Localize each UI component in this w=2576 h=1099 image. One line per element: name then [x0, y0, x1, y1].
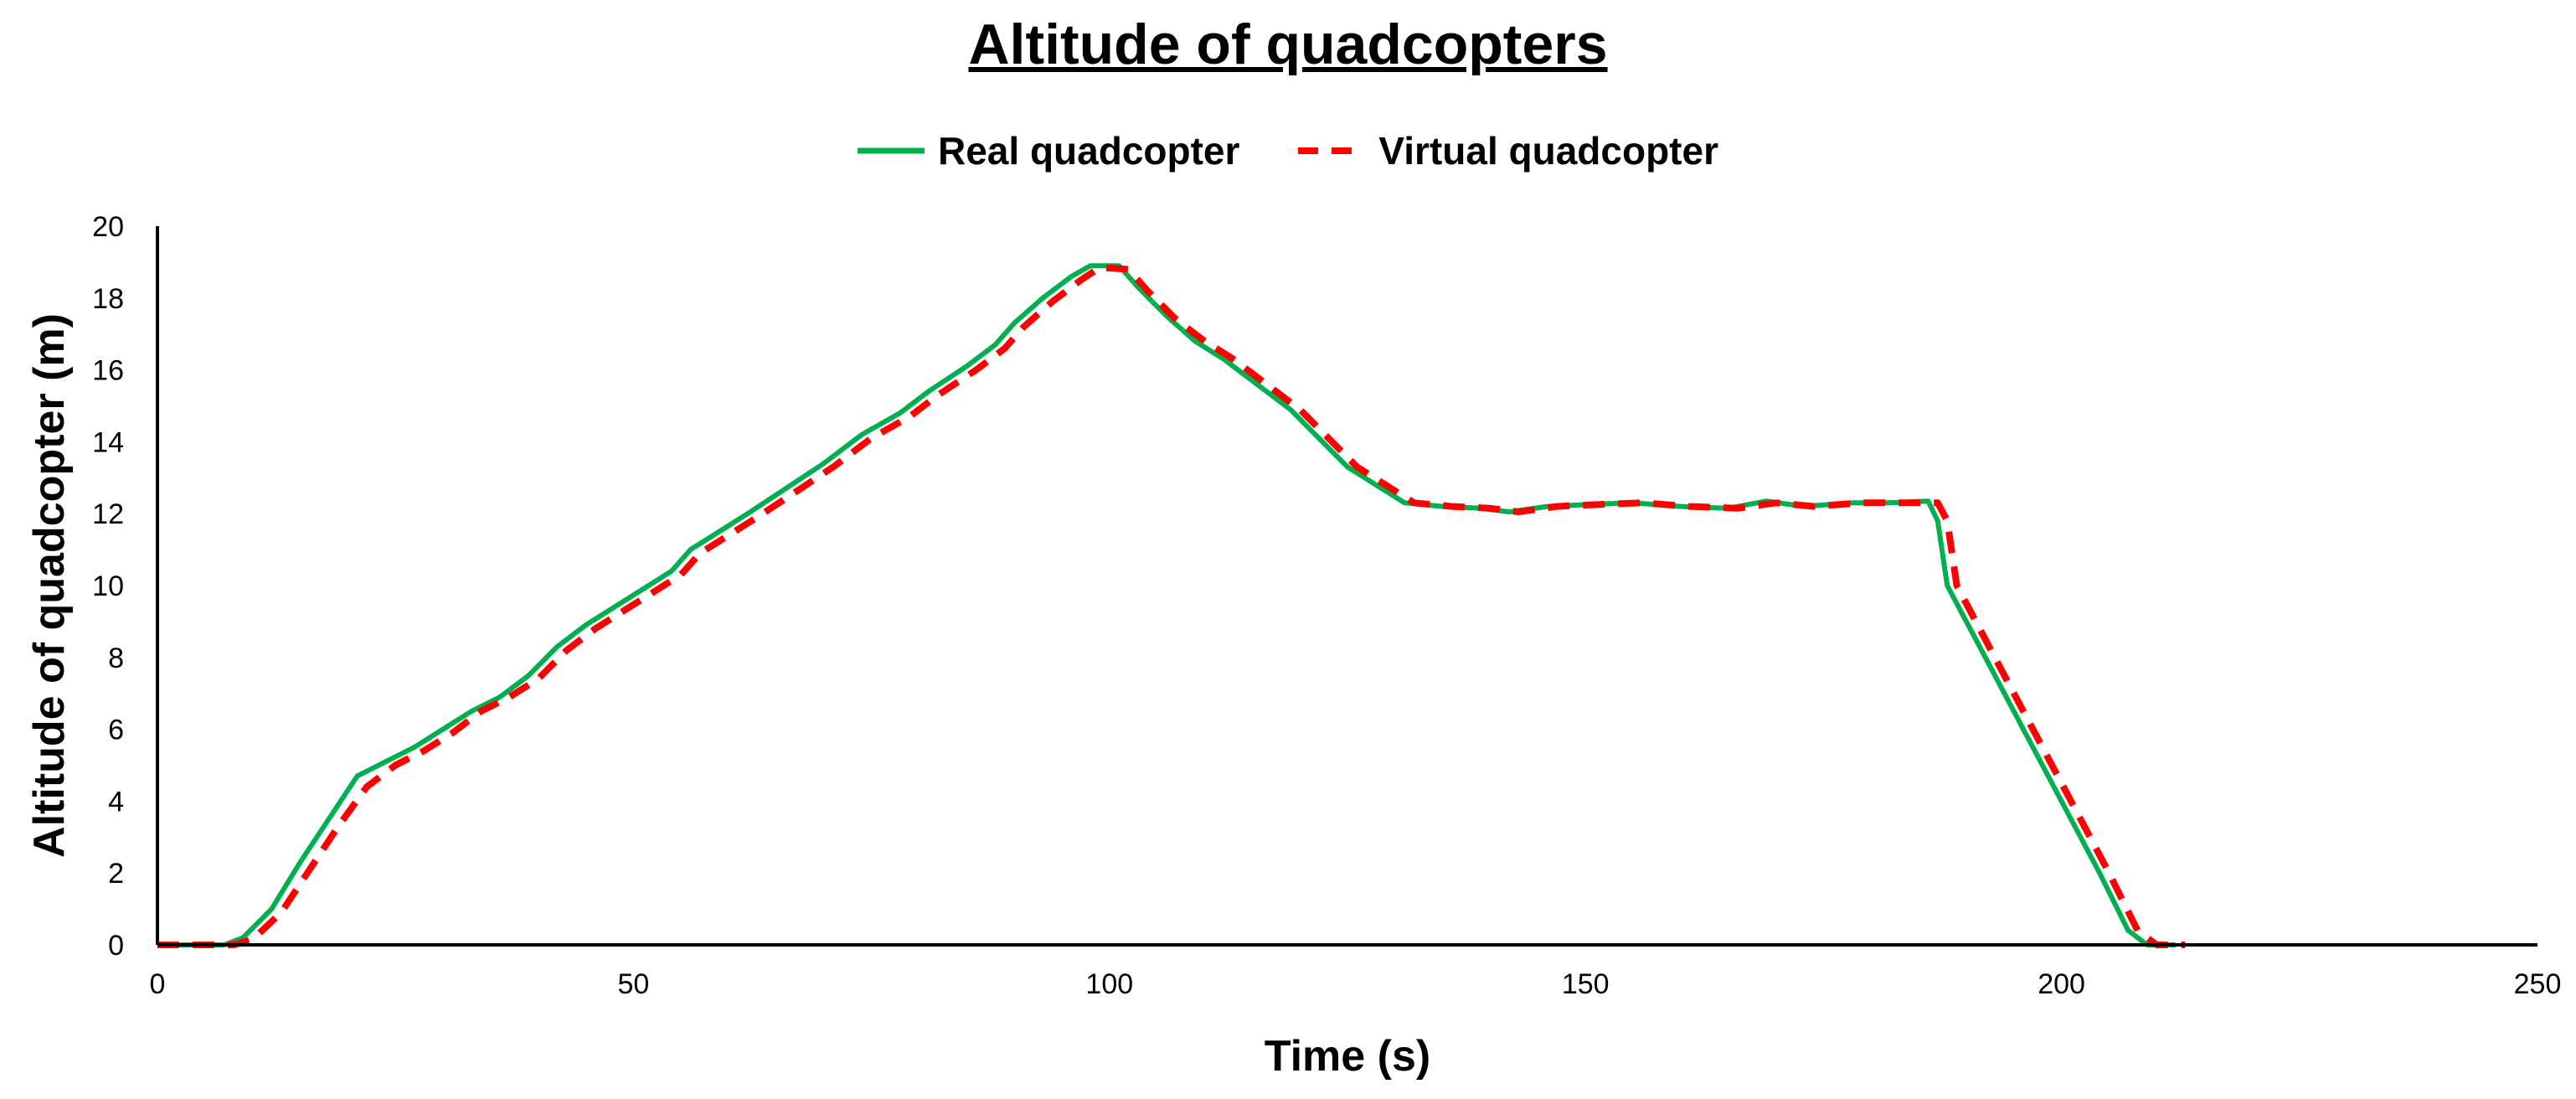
x-tick-labels: 0 50 100 150 200 250 — [150, 968, 2562, 1000]
legend-item-real: Real quadcopter — [858, 128, 1239, 173]
y-tick-label: 16 — [92, 355, 124, 387]
y-tick-label: 4 — [108, 786, 124, 818]
plot-lines — [157, 263, 2186, 948]
y-tick-labels: 0 2 4 6 8 10 12 14 16 18 20 — [92, 211, 124, 962]
x-tick-label: 250 — [2514, 968, 2562, 1000]
y-tick-label: 20 — [92, 211, 124, 243]
y-axis-title: Altitude of quadcopter (m) — [25, 313, 74, 858]
x-tick-label: 100 — [1085, 968, 1133, 1000]
x-axis-title: Time (s) — [1265, 1032, 1430, 1081]
y-tick-label: 18 — [92, 283, 124, 315]
legend-item-virtual: Virtual quadcopter — [1298, 128, 1718, 173]
x-tick-label: 50 — [617, 968, 649, 1000]
y-tick-label: 12 — [92, 498, 124, 530]
y-tick-label: 2 — [108, 858, 124, 890]
y-tick-label: 14 — [92, 426, 124, 458]
x-tick-label: 150 — [1562, 968, 1610, 1000]
y-tick-label: 10 — [92, 570, 124, 602]
chart-title: Altitude of quadcopters — [968, 13, 1608, 76]
x-tick-label: 200 — [2038, 968, 2085, 1000]
y-tick-label: 6 — [108, 715, 124, 746]
legend-swatch-virtual — [1298, 147, 1366, 154]
series-line-virtual — [157, 264, 2186, 948]
series-line-real — [157, 263, 2176, 947]
legend-label-real: Real quadcopter — [938, 129, 1240, 173]
legend: Real quadcopter Virtual quadcopter — [0, 121, 2576, 180]
legend-label-virtual: Virtual quadcopter — [1378, 129, 1718, 173]
y-tick-label: 8 — [108, 642, 124, 674]
legend-swatch-real — [858, 147, 925, 154]
y-tick-label: 0 — [108, 930, 124, 962]
x-tick-label: 0 — [150, 968, 166, 1000]
